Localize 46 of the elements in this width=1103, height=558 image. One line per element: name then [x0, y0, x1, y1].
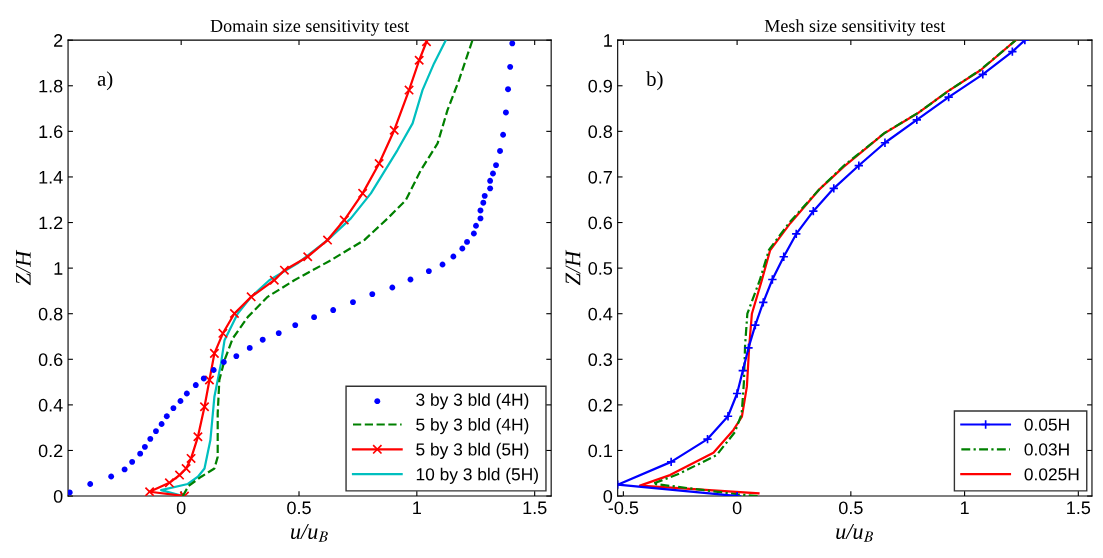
y-tick-label: 0.6 — [588, 216, 613, 230]
y-tick-label: 2 — [54, 34, 63, 47]
annotation: a) — [97, 71, 113, 91]
annotation: b) — [646, 71, 663, 91]
x-tick-label: 1 — [960, 501, 969, 515]
x-axis-title: u/u$_{B}$ — [836, 524, 874, 542]
y-tick-label: 0.4 — [588, 307, 613, 321]
legend-label: 5 by 3 bld (4H) — [416, 418, 529, 435]
y-tick-label: 1.4 — [39, 171, 63, 184]
y-tick-label: 1 — [54, 262, 63, 275]
legend-label: 0.05H — [1024, 418, 1069, 431]
x-tick-label: -0.5 — [608, 501, 639, 515]
y-axis-title: Z/H — [15, 249, 31, 286]
chart-title: Mesh size sensitivity test — [764, 19, 946, 36]
x-axis-title: u/u$_{B}$ — [291, 524, 328, 542]
y-tick-label: 0.4 — [38, 398, 63, 412]
y-tick-label: 1 — [604, 34, 612, 47]
x-tick-label: 0.5 — [839, 501, 863, 515]
y-tick-label: 0.7 — [588, 170, 612, 184]
y-tick-label: 0.5 — [588, 262, 613, 275]
y-tick-label: 0.2 — [38, 444, 63, 458]
legend-label: 3 by 3 bld (4H) — [416, 393, 529, 410]
legend-label: 0.03H — [1024, 443, 1069, 456]
y-tick-label: 0 — [603, 490, 613, 503]
y-tick-label: 0.9 — [588, 79, 612, 93]
y-axis-title: Z/H — [565, 249, 581, 286]
x-tick-label: 0 — [732, 501, 742, 515]
y-tick-label: 0.8 — [38, 307, 63, 321]
y-tick-label: 1.8 — [39, 79, 63, 93]
chart-title: Domain size sensitivity test — [210, 19, 410, 36]
x-tick-label: 0 — [176, 501, 186, 515]
legend-label: 0.025H — [1024, 468, 1079, 481]
y-tick-label: 0.6 — [38, 353, 63, 367]
y-tick-label: 0.3 — [588, 353, 613, 367]
legend-label: 10 by 3 bld (5H) — [416, 467, 538, 484]
y-tick-label: 1.2 — [39, 216, 63, 230]
x-tick-label: 1 — [413, 501, 421, 515]
y-tick-label: 1.6 — [39, 125, 63, 139]
x-tick-label: 0.5 — [287, 501, 311, 515]
y-tick-label: 0.1 — [588, 444, 612, 458]
y-tick-label: 0.2 — [588, 398, 612, 412]
x-tick-label: 1.5 — [1067, 501, 1091, 515]
y-tick-label: 0.8 — [588, 125, 613, 139]
legend-label: 5 by 3 bld (5H) — [416, 442, 529, 460]
y-tick-label: 0 — [53, 490, 63, 503]
x-tick-label: 1.5 — [523, 501, 547, 515]
